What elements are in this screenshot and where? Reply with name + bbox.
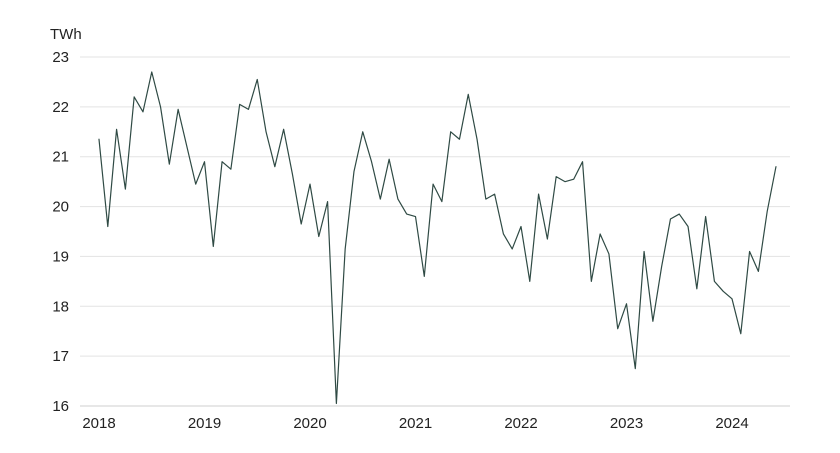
y-axis-tick-labels: 16 17 18 19 20 21 22 23 <box>52 49 69 415</box>
y-tick-label-19: 19 <box>52 248 69 265</box>
x-tick-label-2021: 2021 <box>399 415 432 432</box>
x-tick-label-2024: 2024 <box>715 415 748 432</box>
y-tick-label-18: 18 <box>52 298 69 315</box>
x-tick-label-2022: 2022 <box>504 415 537 432</box>
y-axis-unit-label: TWh <box>50 26 82 43</box>
x-tick-label-2018: 2018 <box>82 415 115 432</box>
y-tick-label-17: 17 <box>52 348 69 365</box>
y-tick-label-22: 22 <box>52 99 69 116</box>
series-line-0 <box>98 71 777 405</box>
x-tick-label-2020: 2020 <box>293 415 326 432</box>
gridlines <box>80 56 790 357</box>
x-tick-label-2023: 2023 <box>610 415 643 432</box>
y-tick-label-20: 20 <box>52 199 69 216</box>
y-tick-label-21: 21 <box>52 149 69 166</box>
y-tick-label-23: 23 <box>52 49 69 66</box>
series-group <box>98 71 777 405</box>
y-tick-label-16: 16 <box>52 398 69 415</box>
x-axis-tick-labels: 2018 2019 2020 2021 2022 2023 2024 <box>82 415 748 432</box>
x-tick-label-2019: 2019 <box>188 415 221 432</box>
